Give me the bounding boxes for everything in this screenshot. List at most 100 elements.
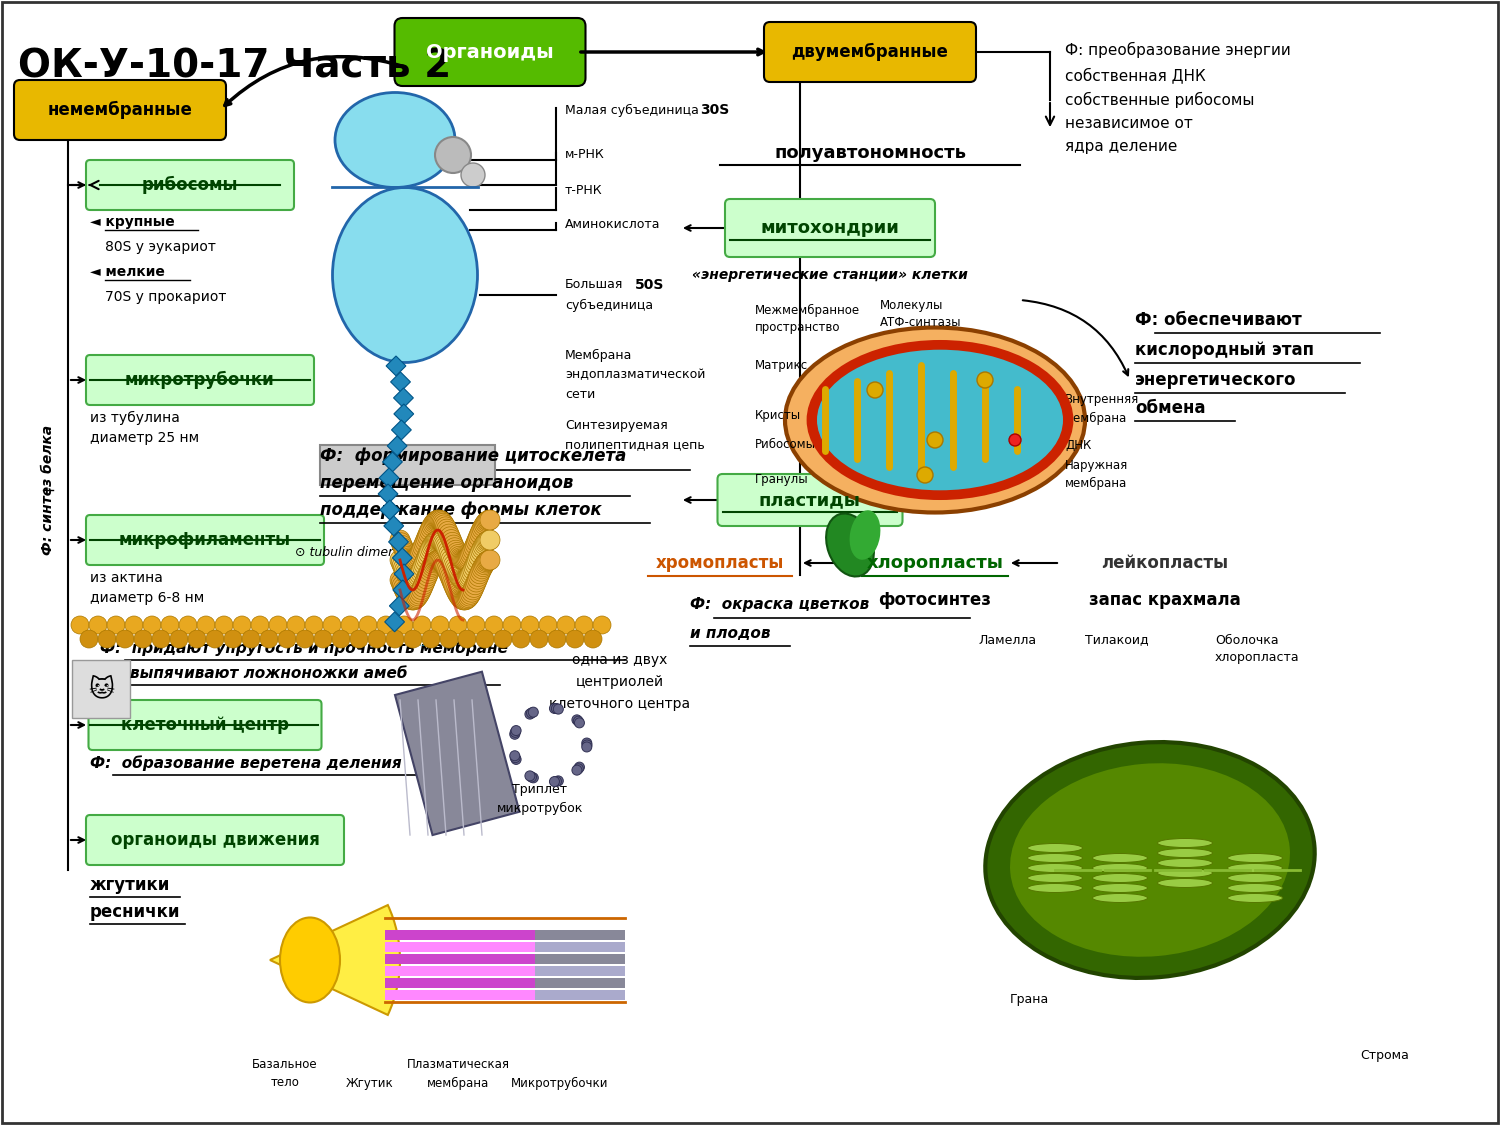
Circle shape	[494, 630, 512, 648]
Circle shape	[429, 510, 448, 530]
Circle shape	[510, 729, 520, 739]
Circle shape	[435, 516, 456, 537]
Circle shape	[525, 709, 536, 719]
Circle shape	[478, 511, 500, 530]
Circle shape	[454, 550, 476, 570]
Circle shape	[405, 569, 424, 590]
Circle shape	[466, 616, 484, 634]
Circle shape	[396, 562, 416, 583]
Circle shape	[440, 630, 458, 648]
Circle shape	[402, 590, 422, 610]
Text: Мембрана: Мембрана	[566, 349, 633, 361]
Circle shape	[427, 550, 447, 570]
Circle shape	[400, 569, 420, 590]
Circle shape	[474, 514, 495, 534]
Circle shape	[398, 567, 418, 586]
Circle shape	[420, 541, 440, 561]
Text: рибосомы: рибосомы	[141, 176, 238, 195]
Circle shape	[386, 630, 404, 648]
Circle shape	[405, 590, 424, 610]
Text: «энергетические станции» клетки: «энергетические станции» клетки	[692, 268, 968, 282]
Circle shape	[332, 630, 350, 648]
Bar	[394, 672, 519, 835]
Text: обмена: обмена	[1136, 399, 1206, 417]
Circle shape	[572, 765, 582, 775]
Circle shape	[528, 773, 538, 783]
Text: мембрана: мембрана	[427, 1077, 489, 1089]
Circle shape	[422, 537, 442, 556]
Circle shape	[466, 552, 486, 572]
Circle shape	[423, 555, 442, 575]
Circle shape	[448, 544, 468, 565]
Text: м-РНК: м-РНК	[566, 148, 604, 162]
Circle shape	[472, 537, 494, 557]
Circle shape	[468, 569, 488, 590]
Text: лейкопласты: лейкопласты	[1101, 554, 1228, 572]
Text: сети: сети	[566, 388, 596, 402]
Circle shape	[477, 532, 496, 551]
Text: Ф: обеспечивают: Ф: обеспечивают	[1136, 310, 1302, 328]
Circle shape	[286, 616, 304, 634]
Circle shape	[426, 531, 445, 551]
Bar	[390, 372, 411, 391]
Bar	[387, 436, 406, 456]
Text: субъединица: субъединица	[566, 298, 652, 312]
Circle shape	[268, 616, 286, 634]
Circle shape	[552, 703, 561, 713]
Text: 70S у прокариот: 70S у прокариот	[105, 290, 226, 304]
Circle shape	[525, 771, 536, 781]
Circle shape	[413, 537, 434, 557]
Wedge shape	[270, 904, 400, 1015]
Text: полипептидная цепь: полипептидная цепь	[566, 439, 705, 451]
Circle shape	[556, 616, 574, 634]
Circle shape	[574, 762, 585, 772]
Circle shape	[406, 587, 427, 608]
Circle shape	[526, 708, 537, 718]
Circle shape	[416, 569, 436, 588]
Text: поддержание формы клеток: поддержание формы клеток	[320, 501, 602, 519]
Circle shape	[484, 616, 502, 634]
Text: 50S: 50S	[634, 278, 664, 292]
Bar	[394, 564, 414, 584]
Text: Плазматическая: Плазматическая	[406, 1059, 510, 1071]
Circle shape	[350, 630, 368, 648]
Circle shape	[448, 616, 466, 634]
Circle shape	[398, 586, 418, 606]
Circle shape	[404, 570, 423, 590]
Text: Ф:  окраска цветков: Ф: окраска цветков	[690, 597, 870, 612]
Text: т-РНК: т-РНК	[566, 183, 603, 197]
Text: независимое от: независимое от	[1065, 116, 1192, 130]
Circle shape	[417, 566, 438, 586]
Text: перемещение органоидов: перемещение органоидов	[320, 474, 573, 492]
Circle shape	[462, 583, 482, 602]
Ellipse shape	[334, 92, 454, 188]
Circle shape	[392, 533, 411, 552]
Circle shape	[116, 630, 134, 648]
Text: ◄ крупные: ◄ крупные	[90, 215, 174, 229]
Bar	[536, 954, 626, 964]
Circle shape	[476, 554, 495, 573]
Circle shape	[476, 513, 495, 533]
Circle shape	[429, 550, 448, 570]
Circle shape	[459, 546, 480, 566]
Circle shape	[510, 753, 520, 763]
Circle shape	[413, 557, 434, 577]
Circle shape	[442, 573, 462, 593]
Text: Внутренняя: Внутренняя	[1065, 394, 1140, 406]
Circle shape	[468, 526, 489, 547]
Circle shape	[510, 750, 520, 760]
Circle shape	[358, 616, 376, 634]
Circle shape	[450, 568, 471, 587]
Text: микрофиламенты: микрофиламенты	[118, 531, 291, 549]
Circle shape	[322, 616, 340, 634]
Circle shape	[404, 590, 423, 610]
Text: фотосинтез: фотосинтез	[879, 591, 992, 609]
Circle shape	[394, 541, 414, 560]
Circle shape	[424, 552, 444, 573]
Bar	[390, 596, 410, 615]
Ellipse shape	[1092, 854, 1148, 863]
Bar	[393, 580, 412, 600]
Circle shape	[448, 565, 468, 585]
Circle shape	[402, 570, 423, 590]
Circle shape	[411, 542, 430, 561]
